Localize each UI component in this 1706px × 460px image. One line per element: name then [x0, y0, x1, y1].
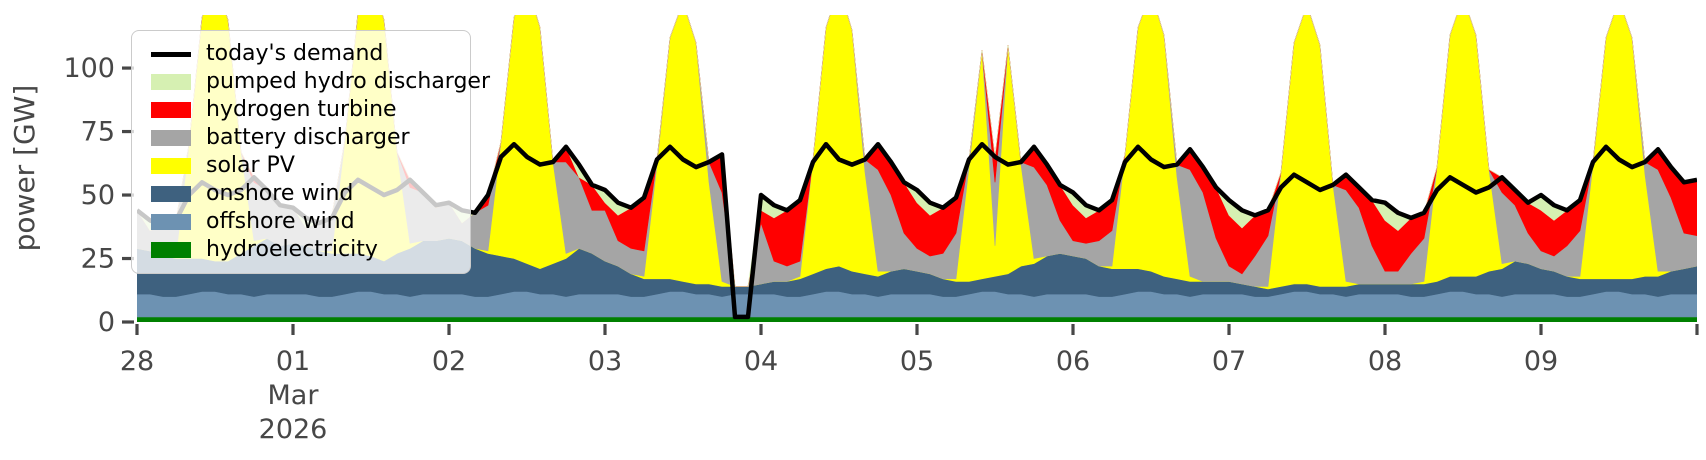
y-tick-label-0: 0	[98, 307, 115, 338]
legend-item-solar-pv: solar PV	[132, 152, 470, 180]
legend-swatch-hydroelectricity	[151, 242, 191, 258]
y-tick-label-50: 50	[81, 180, 115, 211]
x-tick-label-28: 28	[120, 346, 154, 377]
stacked-areas	[137, 15, 1697, 322]
legend-item-battery-discharger: battery discharger	[132, 124, 470, 152]
x-tick-label-07: 07	[1212, 346, 1246, 377]
x-tick-label-05: 05	[900, 346, 934, 377]
y-axis: 0 25 50 75 100	[63, 53, 134, 338]
legend-swatch-pumped-hydro-discharger	[151, 74, 191, 90]
legend-item-label: onshore wind	[206, 181, 354, 206]
x-tick-label-02: 02	[432, 346, 466, 377]
y-tick-label-75: 75	[81, 117, 115, 148]
x-axis-sublabel-2026: 2026	[259, 414, 328, 445]
legend-item-label: solar PV	[206, 153, 295, 178]
legend-item-label: pumped hydro discharger	[206, 69, 491, 94]
legend-item-pumped-hydro-discharger: pumped hydro discharger	[132, 68, 490, 96]
legend-item-hydroelectricity: hydroelectricity	[132, 236, 470, 264]
legend-item-hydrogen-turbine: hydrogen turbine	[132, 96, 470, 124]
legend-item-label: offshore wind	[206, 209, 355, 234]
legend: today's demand pumped hydro discharger hyd…	[131, 30, 490, 274]
legend-item-onshore-wind: onshore wind	[132, 180, 470, 208]
x-tick-label-04: 04	[744, 346, 778, 377]
area-offshore-wind	[137, 291, 1697, 318]
x-tick-label-03: 03	[588, 346, 622, 377]
x-tick-label-01: 01	[276, 346, 310, 377]
legend-item-label: hydrogen turbine	[206, 97, 397, 122]
x-tick-label-08: 08	[1368, 346, 1402, 377]
legend-swatch-hydrogen-turbine	[151, 102, 191, 118]
x-axis-sublabel-Mar: Mar	[268, 380, 320, 411]
x-tick-label-09: 09	[1524, 346, 1558, 377]
legend-swatch-todays-demand	[151, 51, 191, 57]
legend-item-offshore-wind: offshore wind	[132, 208, 470, 236]
legend-swatch-onshore-wind	[151, 186, 191, 202]
legend-item-label: hydroelectricity	[206, 237, 378, 262]
area-hydroelectricity	[137, 316, 1697, 322]
y-axis-label: power [GW]	[8, 85, 41, 252]
y-tick-label-25: 25	[81, 244, 115, 275]
legend-item-label: battery discharger	[206, 125, 410, 150]
y-tick-label-100: 100	[63, 53, 115, 84]
legend-item-todays-demand: today's demand	[132, 40, 470, 68]
legend-swatch-battery-discharger	[151, 130, 191, 146]
x-tick-label-06: 06	[1056, 346, 1090, 377]
legend-swatch-offshore-wind	[151, 214, 191, 230]
legend-swatch-solar-pv	[151, 158, 191, 174]
legend-item-label: today's demand	[206, 41, 384, 66]
